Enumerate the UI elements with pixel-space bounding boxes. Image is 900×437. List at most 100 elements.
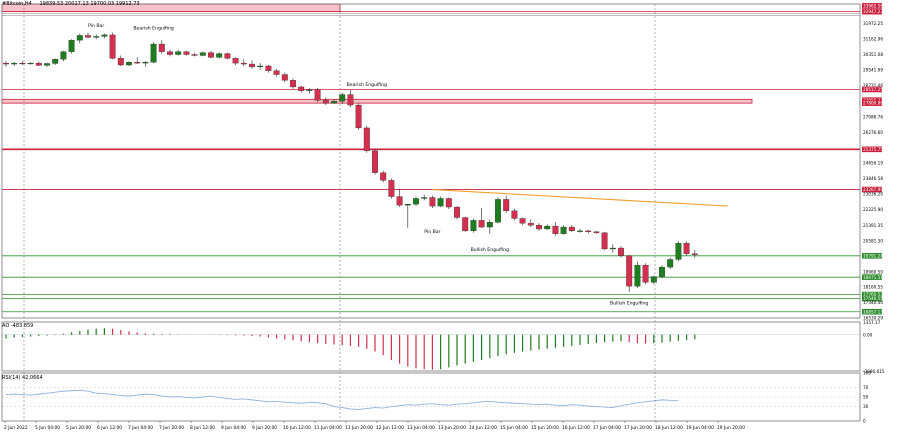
rsi-tick-label: 70: [863, 385, 869, 390]
price-tick-label: 18671.51: [863, 275, 883, 280]
price-tick-label: 24656.19: [863, 161, 883, 166]
candle: [577, 230, 583, 232]
rsi-tick-label: 100: [863, 371, 871, 376]
price-label-bg: [862, 295, 882, 302]
candle: [281, 74, 288, 81]
price-label-bg: [862, 291, 882, 298]
time-tick-label: 11 Jun 20:00: [345, 425, 373, 431]
pattern-annotation: Bullish Engulfing: [471, 247, 509, 253]
candle: [560, 226, 567, 234]
price-tick-label: 17546.55: [863, 296, 883, 301]
ao-label: AO -483.859: [2, 323, 34, 329]
candle: [462, 217, 469, 232]
price-tick-label: 27955.22: [863, 98, 883, 103]
time-tick-label: 11 Jun 04:00: [314, 425, 342, 431]
candle: [52, 59, 59, 64]
candle: [478, 220, 485, 228]
time-tick-label: 19 Jun 20:00: [717, 425, 745, 431]
candle: [527, 223, 534, 226]
price-tick-label: 31162.96: [863, 37, 883, 42]
price-tick-label: 16857.13: [863, 309, 883, 314]
rsi-tick-label: 50: [863, 395, 869, 400]
price-tick-label: 26276.60: [863, 130, 883, 135]
time-tick-label: 16 Jun 12:00: [562, 425, 590, 431]
candle: [298, 86, 305, 91]
price-label-bg: [862, 146, 882, 153]
candle: [372, 150, 378, 173]
candle: [544, 225, 551, 230]
time-tick-label: 5 Jun 04:00: [35, 425, 60, 431]
candle: [609, 247, 616, 250]
candle: [363, 127, 370, 151]
candle: [470, 220, 477, 232]
candle: [3, 62, 9, 65]
price-tick-label: 28731.46: [863, 83, 883, 88]
candle: [216, 53, 223, 58]
candle: [503, 199, 510, 212]
candle: [355, 104, 362, 129]
candle: [536, 225, 542, 230]
candle: [593, 231, 600, 233]
candle: [429, 197, 436, 207]
candle: [634, 265, 641, 287]
price-tick-label: 18960.50: [863, 269, 883, 274]
candle: [109, 34, 116, 59]
candle: [445, 198, 452, 208]
candle: [68, 40, 75, 52]
candle: [421, 197, 428, 199]
candle: [257, 65, 264, 68]
panel-frame: [1, 321, 861, 372]
candle: [273, 70, 280, 75]
price-label-bg: [862, 100, 882, 106]
candle: [675, 243, 682, 260]
price-tick-label: 32947.23: [863, 9, 883, 14]
price-tick-label: 33962.56: [863, 4, 883, 9]
candle: [437, 198, 444, 207]
rsi-tick-label: 30: [863, 404, 869, 409]
resistance-zone: [1, 98, 753, 104]
chart-ohlc: 19839.53 20017.13 19700.03 19912.73: [39, 1, 140, 7]
rsi-label: RSI(14) 42.0664: [2, 375, 43, 381]
candle: [232, 58, 239, 64]
price-label-bg: [862, 274, 882, 280]
candle: [552, 225, 559, 234]
time-tick-label: 10 Jun 12:00: [283, 425, 311, 431]
price-tick-label: 29541.99: [863, 68, 883, 73]
candle: [265, 65, 272, 71]
candle: [290, 80, 296, 88]
rsi-panel: [2, 387, 860, 410]
price-tick-label: 20581.30: [863, 238, 883, 243]
candle: [667, 259, 674, 268]
candle: [76, 35, 83, 41]
candle: [35, 62, 42, 66]
candle: [683, 243, 690, 254]
price-tick-label: 22225.90: [863, 207, 883, 212]
price-tick-label: 23036.20: [863, 192, 883, 197]
price-tick-label: 21391.35: [863, 223, 883, 228]
candle: [519, 218, 526, 224]
rsi-line: [5, 389, 679, 410]
candle: [150, 43, 157, 63]
time-tick-label: 15 Jun 04:00: [500, 425, 528, 431]
time-tick-label: 19 Jun 04:00: [686, 425, 714, 431]
time-tick-label: 7 Jun 04:00: [128, 425, 153, 431]
ao-tick-label: 0.00: [863, 333, 873, 338]
panel-frame: [1, 3, 861, 319]
candle: [167, 51, 173, 55]
price-label-bg: [862, 8, 882, 15]
price-tick-label: 18160.55: [863, 285, 883, 290]
candle: [339, 94, 346, 102]
price-label-bg: [862, 186, 882, 193]
candle: [11, 62, 18, 65]
candle: [240, 62, 247, 65]
candle: [626, 255, 633, 287]
time-tick-label: 13 Jun 20:00: [438, 425, 466, 431]
panel-frame: [1, 372, 861, 422]
time-tick-label: 18 Jun 12:00: [655, 425, 683, 431]
time-tick-label: 8 Jun 12:00: [190, 425, 215, 431]
candle: [27, 62, 34, 65]
price-tick-label: 28517.25: [863, 87, 883, 92]
